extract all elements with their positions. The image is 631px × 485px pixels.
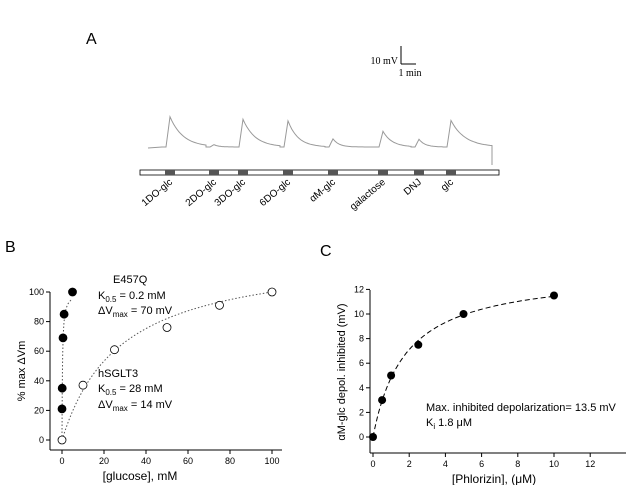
data-point-1-3 [162, 323, 172, 332]
label-hsglt3: hSGLT3 [98, 368, 138, 380]
y-tick-label-2: 4 [359, 383, 364, 393]
y-tick-label-4: 80 [34, 317, 44, 327]
stimulus-bar-7 [446, 170, 456, 175]
data-point-0-2 [58, 333, 68, 343]
stimulus-label-7: glc [439, 177, 456, 194]
y-tick-label-2: 40 [34, 376, 44, 386]
data-point-c-5 [550, 291, 558, 300]
y-tick-label-4: 8 [359, 334, 364, 344]
x-tick-label-0: 0 [59, 456, 64, 466]
scale-bar: 10 mV 1 min [371, 46, 422, 79]
data-point-1-5 [267, 287, 277, 297]
data-point-c-2 [387, 371, 396, 380]
x-tick-label-1: 20 [99, 456, 109, 466]
panel-label-a: A [86, 31, 97, 48]
panel-label-c: C [320, 243, 332, 260]
stimulus-bar-3 [283, 170, 293, 175]
points-e457q [57, 287, 77, 414]
x-tick-label-4: 80 [225, 456, 235, 466]
points-phlorizin [369, 291, 558, 441]
label-e457q-v: ΔVmax = 70 mV [98, 305, 173, 319]
panel-label-b: B [5, 239, 16, 256]
x-tick-label-5: 100 [264, 456, 279, 466]
x-tick-label-4: 8 [515, 459, 520, 469]
data-point-c-3 [414, 340, 423, 349]
scale-bar-time: 1 min [398, 68, 421, 79]
y-tick-label-6: 12 [354, 284, 364, 294]
axes-c [369, 290, 626, 454]
stimulus-bar-2 [238, 170, 248, 175]
stimulus-label-2: 3DO-glc [213, 177, 248, 209]
data-point-1-0 [57, 435, 67, 445]
stimulus-bar-1 [209, 170, 219, 175]
data-point-c-0 [369, 433, 377, 441]
stimulus-bar-5 [378, 170, 388, 175]
stimulus-bar-4 [328, 170, 338, 175]
xlabel-b: [glucose], mM [103, 469, 178, 483]
axes-b [49, 292, 282, 451]
stimulus-label-1: 2DO-glc [184, 177, 219, 209]
annotation-c-line2: Ki 1.8 μM [426, 417, 472, 431]
label-e457q: E457Q [113, 274, 148, 286]
data-point-c-4 [459, 310, 468, 318]
stimulus-label-0: 1DO-glc [140, 177, 175, 209]
x-tick-label-3: 6 [479, 459, 484, 469]
points-hsglt3 [57, 287, 277, 445]
label-hsglt3-v: ΔVmax = 14 mV [98, 399, 173, 413]
data-point-1-2 [110, 345, 119, 355]
ylabel-c: αM-glc depol. inhibited (mV) [336, 303, 348, 440]
stimulus-bar-6 [414, 170, 424, 175]
ticks-b: 0 20 40 60 80 100 0 20 40 60 80 100 [29, 287, 280, 466]
y-tick-label-5: 10 [354, 309, 364, 319]
data-point-0-0 [57, 404, 67, 414]
x-tick-label-2: 40 [141, 456, 151, 466]
voltage-trace [147, 115, 493, 165]
ticks-c: 0 2 4 6 8 10 12 0 2 4 6 8 10 12 [354, 284, 595, 469]
y-tick-label-1: 20 [34, 405, 44, 415]
x-tick-label-1: 2 [407, 459, 412, 469]
ylabel-b: % max ΔVm [16, 341, 28, 402]
y-tick-label-1: 2 [359, 407, 364, 417]
label-hsglt3-k: K0.5 = 28 mM [98, 383, 163, 397]
y-tick-label-3: 6 [359, 358, 364, 368]
stimulus-timeline [139, 169, 500, 176]
data-point-0-1 [57, 383, 67, 393]
x-tick-label-6: 12 [585, 459, 595, 469]
xlabel-c: [Phlorizin], (μM) [452, 472, 536, 485]
x-tick-label-2: 4 [443, 459, 448, 469]
annotation-c-line1: Max. inhibited depolarization= 13.5 mV [426, 402, 617, 414]
label-e457q-k: K0.5 = 0.2 mM [98, 290, 166, 304]
y-tick-label-5: 100 [29, 287, 44, 297]
stimulus-label-4: αM-glc [308, 177, 338, 205]
data-point-1-4 [215, 300, 224, 310]
data-point-0-3 [59, 309, 69, 319]
data-point-1-1 [78, 380, 88, 390]
fit-curve-e457q [61, 298, 73, 440]
data-point-0-4 [68, 287, 77, 297]
x-tick-label-0: 0 [370, 459, 375, 469]
scale-bar-voltage: 10 mV [371, 56, 399, 67]
data-point-c-1 [378, 396, 387, 405]
stimulus-bar-0 [165, 170, 175, 175]
y-tick-label-0: 0 [39, 435, 44, 445]
stimulus-label-6: DNJ [402, 177, 424, 198]
stimulus-label-5: galactose [348, 177, 388, 213]
stimulus-label-3: 6DO-glc [258, 177, 293, 209]
y-tick-label-3: 60 [34, 346, 44, 356]
x-tick-label-3: 60 [183, 456, 193, 466]
x-tick-label-5: 10 [549, 459, 559, 469]
y-tick-label-0: 0 [359, 432, 364, 442]
